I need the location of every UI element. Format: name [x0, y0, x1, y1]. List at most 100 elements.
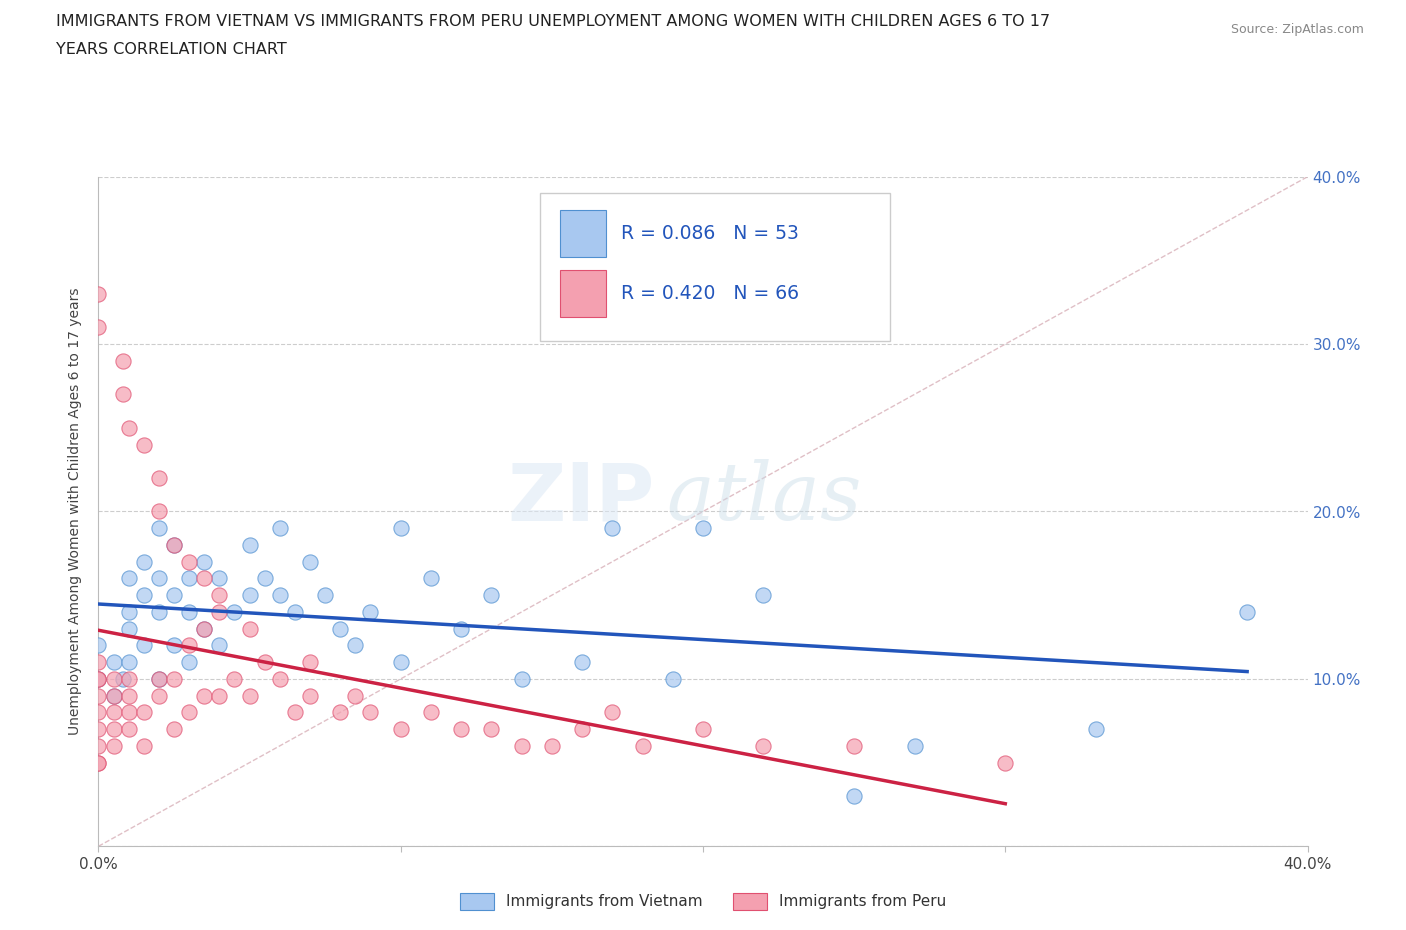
Point — [132, 437, 155, 452]
Point — [253, 571, 276, 586]
Point — [602, 705, 624, 720]
Point — [239, 621, 262, 636]
Point — [510, 671, 533, 686]
Point — [692, 521, 714, 536]
Point — [148, 604, 170, 619]
Point — [118, 722, 141, 737]
Point — [132, 705, 155, 720]
Point — [193, 621, 215, 636]
Point — [87, 286, 110, 301]
Point — [118, 655, 141, 670]
Point — [87, 705, 110, 720]
Point — [163, 538, 186, 552]
Point — [344, 638, 367, 653]
Point — [692, 722, 714, 737]
Point — [284, 705, 307, 720]
Point — [344, 688, 367, 703]
Point — [239, 688, 262, 703]
Point — [844, 789, 866, 804]
Point — [389, 655, 412, 670]
Bar — [561, 210, 606, 257]
Point — [87, 755, 110, 770]
Point — [208, 571, 231, 586]
Point — [179, 554, 201, 569]
Point — [208, 638, 231, 653]
Text: R = 0.420   N = 66: R = 0.420 N = 66 — [621, 285, 799, 303]
Point — [360, 705, 382, 720]
Point — [208, 604, 231, 619]
Point — [571, 655, 593, 670]
Point — [103, 722, 125, 737]
Point — [269, 521, 291, 536]
Point — [118, 621, 141, 636]
Point — [87, 722, 110, 737]
Text: IMMIGRANTS FROM VIETNAM VS IMMIGRANTS FROM PERU UNEMPLOYMENT AMONG WOMEN WITH CH: IMMIGRANTS FROM VIETNAM VS IMMIGRANTS FR… — [56, 14, 1050, 29]
Point — [904, 738, 927, 753]
Point — [299, 688, 322, 703]
Point — [103, 688, 125, 703]
Point — [299, 554, 322, 569]
Point — [118, 705, 141, 720]
Point — [103, 671, 125, 686]
Point — [844, 738, 866, 753]
Point — [193, 621, 215, 636]
FancyBboxPatch shape — [540, 193, 890, 340]
Point — [87, 638, 110, 653]
Point — [662, 671, 685, 686]
Point — [389, 521, 412, 536]
Point — [269, 588, 291, 603]
Point — [179, 638, 201, 653]
Point — [87, 671, 110, 686]
Point — [132, 638, 155, 653]
Point — [87, 738, 110, 753]
Point — [132, 588, 155, 603]
Point — [450, 722, 472, 737]
Point — [111, 671, 134, 686]
Point — [193, 571, 215, 586]
Point — [329, 705, 352, 720]
Point — [540, 738, 562, 753]
Point — [118, 571, 141, 586]
Point — [752, 738, 775, 753]
Point — [481, 588, 503, 603]
Point — [284, 604, 307, 619]
Point — [1236, 604, 1258, 619]
Point — [602, 521, 624, 536]
Point — [752, 588, 775, 603]
Point — [148, 521, 170, 536]
Point — [314, 588, 336, 603]
Point — [510, 738, 533, 753]
Point — [481, 722, 503, 737]
Point — [179, 571, 201, 586]
Point — [118, 671, 141, 686]
Point — [103, 688, 125, 703]
Point — [269, 671, 291, 686]
Point — [224, 604, 246, 619]
Point — [118, 604, 141, 619]
Y-axis label: Unemployment Among Women with Children Ages 6 to 17 years: Unemployment Among Women with Children A… — [69, 287, 83, 736]
Point — [163, 638, 186, 653]
Point — [193, 688, 215, 703]
Point — [118, 688, 141, 703]
Point — [148, 688, 170, 703]
Point — [253, 655, 276, 670]
Point — [148, 504, 170, 519]
Point — [239, 588, 262, 603]
Point — [163, 671, 186, 686]
Point — [132, 554, 155, 569]
Point — [148, 471, 170, 485]
Point — [329, 621, 352, 636]
Point — [87, 688, 110, 703]
Point — [87, 755, 110, 770]
Point — [111, 353, 134, 368]
Text: ZIP: ZIP — [508, 459, 655, 538]
Point — [420, 705, 443, 720]
Point — [450, 621, 472, 636]
Point — [148, 671, 170, 686]
Point — [163, 588, 186, 603]
Point — [103, 705, 125, 720]
Point — [208, 688, 231, 703]
Point — [148, 571, 170, 586]
Point — [239, 538, 262, 552]
Point — [631, 738, 654, 753]
